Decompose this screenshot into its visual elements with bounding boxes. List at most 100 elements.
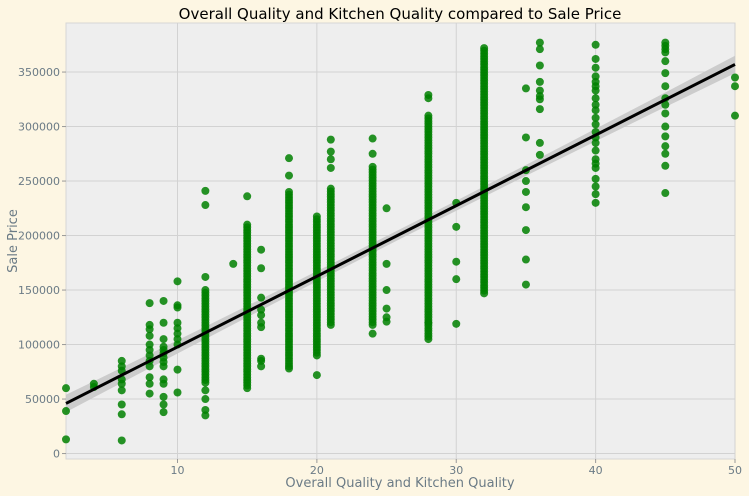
x-tick-label: 20 xyxy=(310,464,324,477)
data-point xyxy=(452,319,461,328)
data-point xyxy=(368,149,377,158)
data-point xyxy=(326,147,335,156)
data-point xyxy=(661,100,670,109)
data-point xyxy=(382,286,391,295)
data-point xyxy=(159,408,168,417)
data-point xyxy=(591,63,600,72)
data-point xyxy=(257,311,266,320)
data-point xyxy=(229,259,238,268)
data-point xyxy=(591,163,600,172)
x-tick-label: 50 xyxy=(728,464,742,477)
data-point xyxy=(521,255,530,264)
y-tick-label: 250000 xyxy=(18,175,60,188)
regression-line-group xyxy=(65,63,736,405)
data-point xyxy=(521,133,530,142)
x-tick-label: 30 xyxy=(449,464,463,477)
data-point xyxy=(535,77,544,86)
data-point xyxy=(661,161,670,170)
data-point xyxy=(173,365,182,374)
data-point xyxy=(591,190,600,199)
data-point xyxy=(731,111,739,120)
data-point xyxy=(661,189,670,198)
data-point xyxy=(62,384,70,393)
data-point xyxy=(285,364,293,373)
y-tick-label: 200000 xyxy=(18,230,60,243)
data-point xyxy=(382,204,391,213)
x-axis-label: Overall Quality and Kitchen Quality xyxy=(285,476,515,491)
data-point xyxy=(201,286,210,295)
data-point xyxy=(382,317,391,326)
data-point xyxy=(257,362,266,371)
data-point xyxy=(535,105,544,114)
data-point xyxy=(535,45,544,54)
data-point xyxy=(521,203,530,212)
data-point xyxy=(661,142,670,151)
data-point xyxy=(145,331,154,340)
data-point xyxy=(117,379,126,388)
data-point xyxy=(424,94,433,103)
data-point xyxy=(521,187,530,196)
data-point xyxy=(257,323,266,332)
data-point xyxy=(201,272,210,281)
data-point xyxy=(591,138,600,147)
chart-title: Overall Quality and Kitchen Quality comp… xyxy=(179,5,622,23)
data-point xyxy=(424,111,433,120)
data-point xyxy=(661,149,670,158)
data-point xyxy=(452,257,461,266)
data-point xyxy=(591,40,600,49)
data-point xyxy=(117,386,126,395)
data-point xyxy=(731,82,739,91)
data-point xyxy=(535,138,544,147)
data-point xyxy=(62,407,70,416)
y-tick-label: 0 xyxy=(53,448,60,461)
data-point xyxy=(591,146,600,155)
data-point xyxy=(285,187,293,196)
data-point xyxy=(312,212,321,221)
data-point xyxy=(591,113,600,122)
data-point xyxy=(159,400,168,409)
x-axis-ticks: 10 20 30 40 50 xyxy=(171,459,742,477)
data-point xyxy=(257,293,266,302)
data-point xyxy=(159,392,168,401)
data-point xyxy=(62,435,70,444)
data-point xyxy=(173,388,182,397)
data-point xyxy=(201,395,210,404)
y-tick-label: 150000 xyxy=(18,284,60,297)
data-point xyxy=(173,277,182,286)
data-point xyxy=(117,410,126,419)
data-point xyxy=(159,335,168,344)
data-points xyxy=(62,38,739,445)
data-point xyxy=(201,201,210,210)
data-point xyxy=(591,174,600,183)
data-point xyxy=(731,73,739,82)
data-point xyxy=(159,379,168,388)
data-point xyxy=(661,132,670,141)
data-point xyxy=(257,245,266,254)
data-point xyxy=(117,436,126,445)
data-point xyxy=(661,122,670,131)
data-point xyxy=(159,318,168,327)
regression-line xyxy=(65,63,736,405)
data-point xyxy=(535,61,544,70)
data-point xyxy=(591,106,600,115)
data-point xyxy=(145,299,154,308)
data-point xyxy=(173,303,182,312)
data-point xyxy=(661,82,670,91)
data-point xyxy=(424,318,433,327)
data-point xyxy=(452,275,461,284)
data-point xyxy=(312,371,321,380)
data-point xyxy=(535,95,544,104)
data-point xyxy=(326,163,335,172)
data-point xyxy=(452,222,461,231)
data-point xyxy=(243,220,252,229)
data-point xyxy=(480,44,489,53)
data-point xyxy=(591,94,600,103)
x-tick-label: 10 xyxy=(171,464,185,477)
data-point xyxy=(159,296,168,305)
data-point xyxy=(201,186,210,195)
data-point xyxy=(285,154,293,163)
data-point xyxy=(145,389,154,398)
y-axis-label: Sale Price xyxy=(6,209,21,273)
data-point xyxy=(368,162,377,171)
